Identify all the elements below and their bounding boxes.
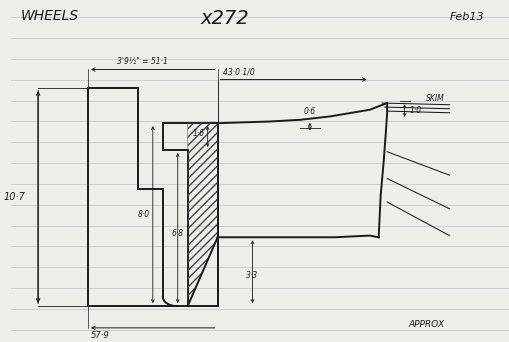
Text: 6·8: 6·8	[172, 228, 183, 238]
Text: 0·6: 0·6	[303, 107, 315, 117]
Text: 3'9½" = 51·1: 3'9½" = 51·1	[117, 57, 168, 66]
Text: 1·6: 1·6	[193, 129, 205, 138]
Text: 43·0 1/0: 43·0 1/0	[222, 67, 254, 76]
Text: 10·7: 10·7	[4, 192, 25, 202]
Text: x272: x272	[201, 9, 249, 28]
Text: 1·0: 1·0	[409, 106, 421, 115]
Text: 8·0: 8·0	[138, 210, 150, 219]
Text: 3·3: 3·3	[246, 271, 258, 279]
Text: 57·9: 57·9	[90, 331, 109, 340]
Text: Feb13: Feb13	[449, 12, 484, 23]
Text: WHEELS: WHEELS	[21, 9, 79, 23]
Text: SKIM: SKIM	[425, 93, 444, 103]
Text: APPROX: APPROX	[408, 320, 444, 329]
